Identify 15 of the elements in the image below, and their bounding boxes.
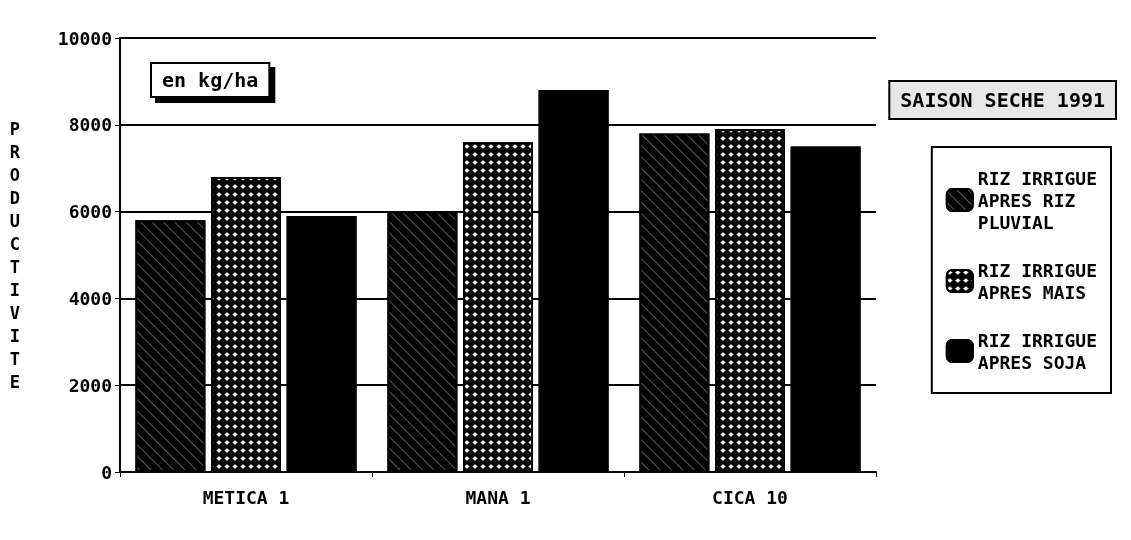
y-tick-label: 8000	[68, 114, 112, 136]
y-tick-label: 2000	[68, 374, 112, 396]
x-tick-label: METICA 1	[202, 486, 290, 508]
legend-label: RIZ IRRIGUE APRES SOJA	[977, 329, 1098, 373]
y-tick-label: 4000	[68, 287, 112, 309]
y-tick-label: 6000	[68, 201, 112, 223]
x-tick-label: MANA 1	[465, 486, 531, 508]
text: PRODUCTIVITE	[9, 118, 20, 392]
y-tick-label: 0	[101, 461, 112, 483]
legend-label: RIZ IRRIGUE APRES MAIS	[977, 259, 1098, 303]
x-tick-label: CICA 10	[712, 486, 788, 508]
annotation: en kg/ha	[162, 68, 259, 92]
legend-label: RIZ IRRIGUE APRES RIZ PLUVIAL	[977, 167, 1098, 233]
text: SAISON SECHE 1991	[900, 88, 1106, 112]
y-tick-label: 10000	[57, 27, 112, 49]
